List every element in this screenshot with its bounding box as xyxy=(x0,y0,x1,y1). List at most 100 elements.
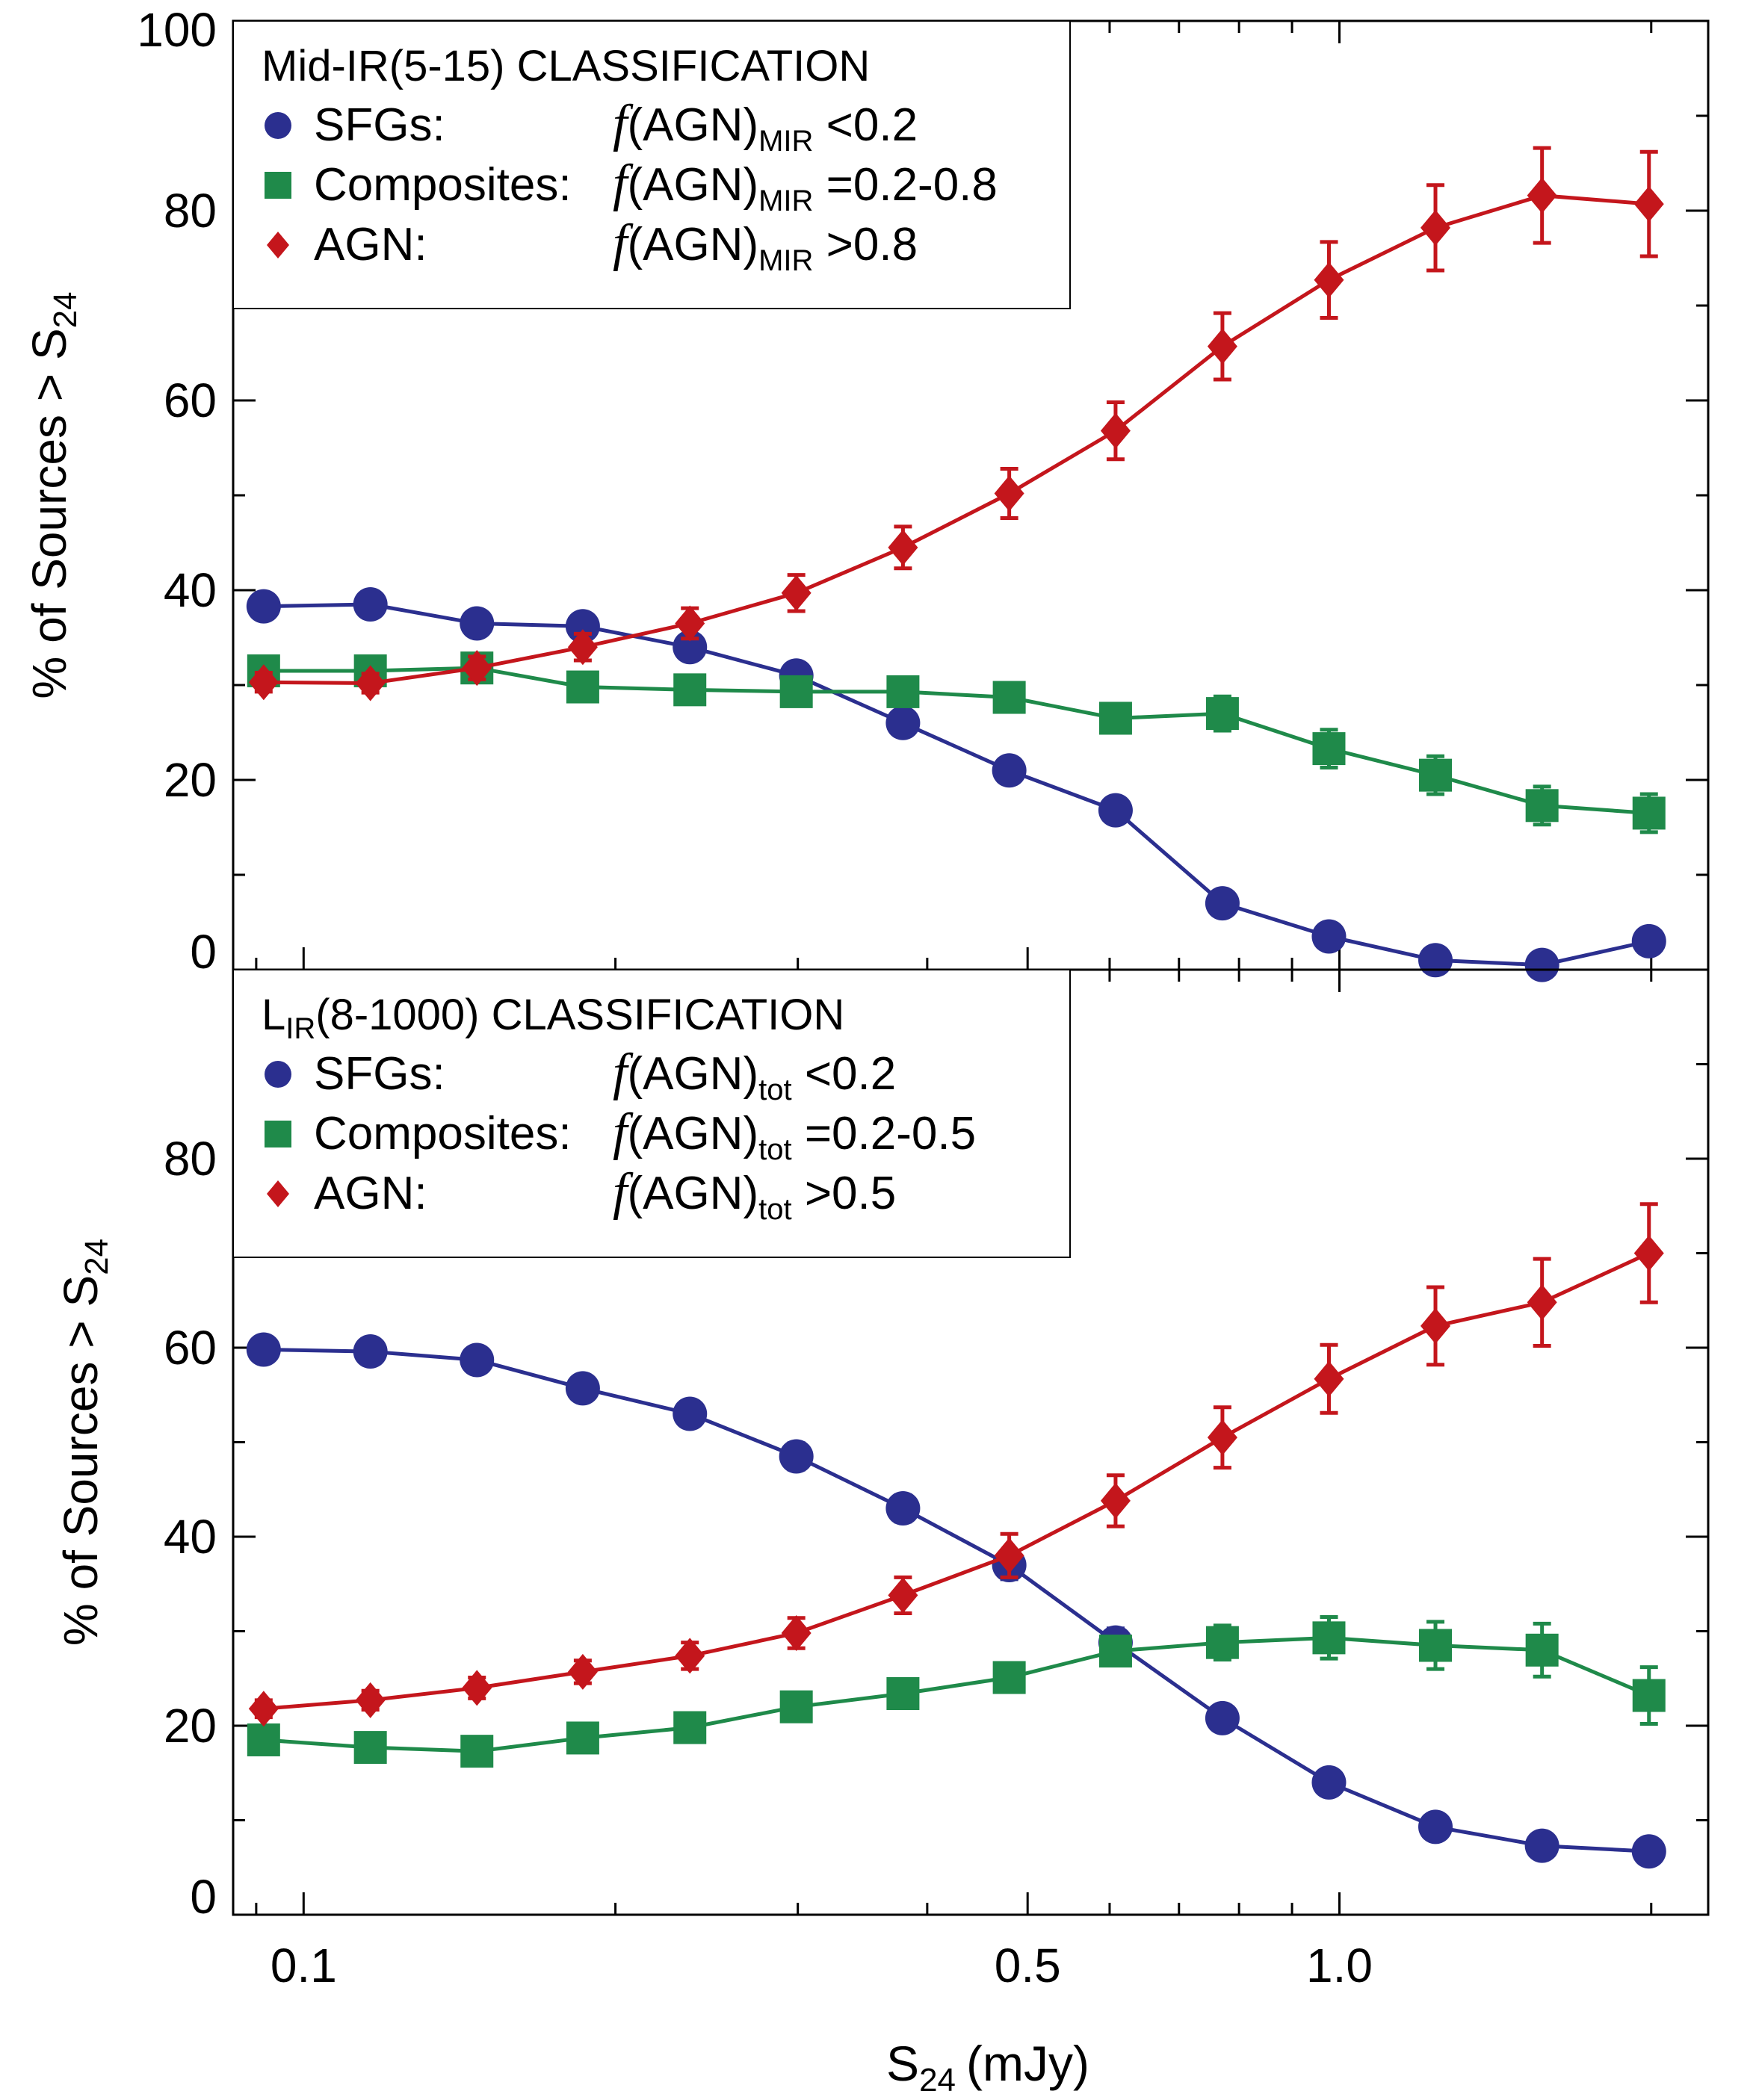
bottom-composite-point xyxy=(1205,1626,1239,1659)
top-legend-entry-formula: f(AGN)MIR >0.8 xyxy=(613,214,918,277)
top-legend-formula-subscript: MIR xyxy=(758,185,813,217)
bottom-sfg-point xyxy=(1205,1700,1240,1735)
top-composites-line xyxy=(263,666,1649,815)
svg-text:S24(mJy): S24 (mJy) xyxy=(886,2036,1089,2099)
top-legend-formula-expr: (AGN) xyxy=(627,219,758,270)
top-composite-point xyxy=(779,675,813,708)
top-y-axis-label-main: % of Sources > S xyxy=(22,328,76,699)
top-sfg-point xyxy=(1205,886,1240,921)
bottom-composite-point xyxy=(779,1690,813,1723)
top-legend-marker-composite xyxy=(265,172,291,199)
top-agn-point xyxy=(1100,412,1131,449)
top-agn-point xyxy=(781,574,812,611)
top-y-tick-label: 40 xyxy=(164,563,217,617)
bottom-agn-line xyxy=(263,1251,1650,1711)
bottom-composite-point xyxy=(353,1731,387,1765)
top-y-tick-label: 0 xyxy=(190,925,217,979)
bottom-agn-point xyxy=(888,1577,918,1614)
bottom-composite-point xyxy=(992,1661,1026,1694)
bottom-y-tick-label: 40 xyxy=(164,1510,217,1564)
bottom-legend-entry-name: Composites: xyxy=(314,1108,572,1159)
top-legend: Mid-IR(5-15) CLASSIFICATION SFGs: f(AGN)MI… xyxy=(232,20,1071,309)
top-composite-point xyxy=(1098,701,1132,735)
x-axis-label-main: S xyxy=(886,2036,919,2091)
top-y-tick-label: 20 xyxy=(164,753,217,807)
bottom-series-sfgs xyxy=(246,1332,1666,1869)
top-composite-point xyxy=(1205,697,1239,731)
bottom-legend-formula-expr: (AGN) xyxy=(627,1168,758,1219)
bottom-agn-point xyxy=(355,1682,386,1718)
top-agn-point xyxy=(675,605,705,642)
top-sfg-point xyxy=(353,587,388,622)
top-legend-marker-sfg xyxy=(265,112,291,139)
top-agn-point xyxy=(1207,328,1237,365)
top-sfg-point xyxy=(1524,947,1559,982)
bottom-composites-line xyxy=(263,1635,1650,1753)
bottom-sfg-point xyxy=(246,1332,281,1367)
bottom-legend-title-prefix: L xyxy=(262,991,285,1039)
bottom-agn-point xyxy=(781,1615,812,1652)
top-composite-point xyxy=(673,673,707,707)
top-legend-title: Mid-IR(5-15) CLASSIFICATION xyxy=(262,42,870,90)
bottom-composite-point xyxy=(1312,1621,1346,1655)
top-legend-entry-name: SFGs: xyxy=(314,99,445,151)
top-sfg-point xyxy=(1311,919,1347,954)
bottom-y-tick-label: 80 xyxy=(164,1132,217,1186)
top-agn-point xyxy=(1314,261,1344,298)
bottom-sfg-point xyxy=(1524,1828,1559,1863)
bottom-sfg-point xyxy=(1418,1809,1453,1845)
top-agn-point xyxy=(888,529,918,566)
bottom-series-agn xyxy=(248,1202,1664,1727)
bottom-composite-point xyxy=(1098,1635,1132,1668)
bottom-agn-point xyxy=(1421,1307,1451,1344)
bottom-agn-point xyxy=(462,1670,492,1706)
top-sfg-point xyxy=(885,705,921,740)
bottom-legend-box xyxy=(232,969,1071,1258)
bottom-agn-point xyxy=(248,1691,279,1727)
top-y-tick-label: 60 xyxy=(164,374,217,427)
top-series-agn xyxy=(248,146,1664,701)
top-legend-entry-name: Composites: xyxy=(314,159,572,211)
bottom-legend-entry-name: SFGs: xyxy=(314,1048,445,1100)
top-agn-point xyxy=(1421,209,1451,246)
bottom-y-tick-label: 60 xyxy=(164,1321,217,1375)
bottom-sfg-point xyxy=(673,1396,708,1431)
bottom-legend-formula-expr: (AGN) xyxy=(627,1108,758,1159)
top-agn-line xyxy=(263,193,1649,686)
top-agn-point xyxy=(567,629,598,666)
bottom-sfgs-line xyxy=(263,1348,1649,1853)
bottom-composite-point xyxy=(673,1711,707,1744)
top-y-tick-label: 80 xyxy=(164,184,217,238)
top-legend-formula-condition: <0.2 xyxy=(813,99,918,151)
bottom-sfg-point xyxy=(460,1342,495,1378)
top-agn-point xyxy=(355,665,386,701)
bottom-agn-point xyxy=(1314,1360,1344,1397)
bottom-legend-marker-sfg xyxy=(265,1061,291,1088)
bottom-legend-formula-subscript: tot xyxy=(758,1133,791,1166)
bottom-y-axis-label-main: % of Sources > S xyxy=(54,1275,108,1646)
bottom-y-tick-label: 0 xyxy=(190,1870,217,1924)
bottom-legend-entry-formula: f(AGN)tot <0.2 xyxy=(613,1044,896,1106)
bottom-series-composites xyxy=(247,1615,1666,1768)
bottom-agn-point xyxy=(675,1638,705,1674)
top-legend-formula-condition: >0.8 xyxy=(813,219,918,270)
top-sfg-point xyxy=(246,589,281,624)
top-sfgs-line xyxy=(263,602,1650,967)
bottom-agn-point xyxy=(1207,1419,1237,1456)
top-legend-formula-condition: =0.2-0.8 xyxy=(813,159,997,211)
top-sfg-point xyxy=(1418,943,1453,978)
top-agn-point xyxy=(994,475,1024,512)
top-legend-formula-expr: (AGN) xyxy=(627,99,758,151)
top-sfg-point xyxy=(1631,923,1666,958)
bottom-sfg-point xyxy=(565,1371,600,1406)
top-composite-point xyxy=(992,681,1026,714)
bottom-x-tick-label: 0.1 xyxy=(271,1939,337,1992)
bottom-y-axis-label-subscript: 24 xyxy=(78,1239,115,1275)
top-agn-point xyxy=(1527,177,1557,214)
top-legend-formula-subscript: MIR xyxy=(758,244,813,277)
top-legend-box xyxy=(232,20,1071,309)
bottom-y-tick-label: 20 xyxy=(164,1699,217,1753)
